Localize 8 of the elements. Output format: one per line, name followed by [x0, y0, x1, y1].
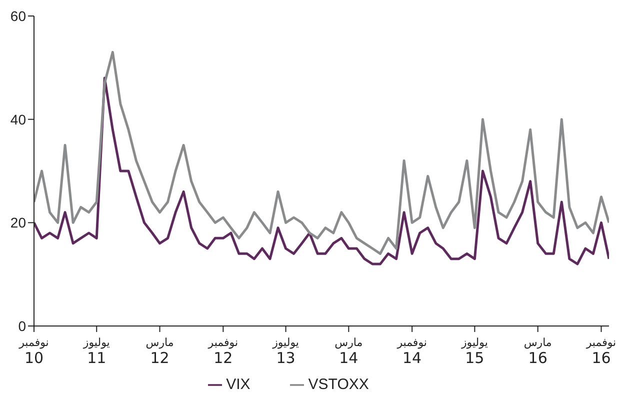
legend-label: VIX — [226, 376, 250, 393]
y-tick-label: 20 — [10, 214, 26, 231]
line-series — [34, 50, 609, 255]
y-tick-label: 40 — [10, 111, 26, 128]
y-tick-label: 60 — [10, 8, 26, 24]
y-tick-label: 0 — [18, 318, 26, 334]
legend-label: VSTOXX — [308, 376, 369, 393]
line-series — [34, 76, 609, 266]
